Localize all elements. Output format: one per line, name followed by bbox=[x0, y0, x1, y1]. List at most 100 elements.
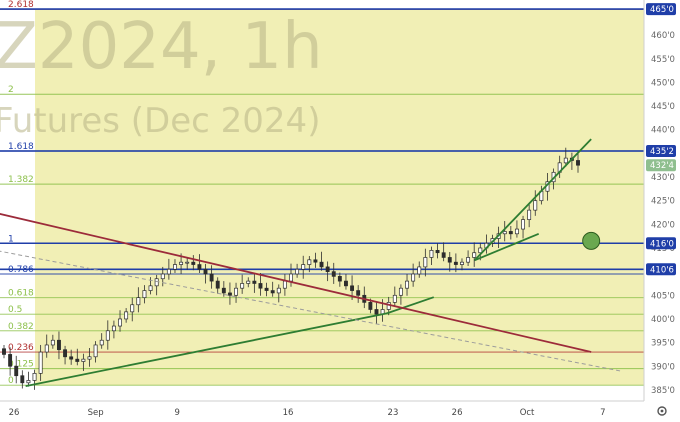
candle-body bbox=[521, 219, 525, 230]
candle-body bbox=[38, 351, 43, 374]
candle-body bbox=[319, 261, 324, 268]
candle-body bbox=[405, 280, 409, 289]
candle-body bbox=[368, 302, 373, 310]
time-tick: 16 bbox=[283, 408, 294, 418]
candle-body bbox=[331, 271, 336, 277]
candle-body bbox=[374, 309, 379, 315]
time-tick: 26 bbox=[9, 408, 20, 418]
candle-body bbox=[508, 231, 513, 235]
price-tick: 405'0 bbox=[651, 291, 675, 301]
candle-body bbox=[87, 356, 92, 360]
candle-body bbox=[398, 287, 403, 296]
candle-body bbox=[435, 250, 440, 254]
candle-body bbox=[392, 294, 397, 303]
candle-body bbox=[118, 318, 122, 327]
circle-marker[interactable] bbox=[582, 231, 601, 250]
price-labels: 465'0 435'2 416'0 410'6 432'4 bbox=[646, 3, 676, 276]
candle-body bbox=[344, 280, 348, 287]
time-tick: Oct bbox=[520, 408, 535, 418]
price-tick: 420'0 bbox=[651, 220, 675, 230]
candle-body bbox=[350, 285, 355, 291]
candle-body bbox=[356, 290, 361, 296]
price-label-box bbox=[646, 237, 676, 250]
fib-label: 0.236 bbox=[8, 343, 34, 353]
candle-body bbox=[75, 358, 80, 362]
candle-body bbox=[14, 365, 19, 377]
candle-body bbox=[325, 266, 330, 272]
price-tick: 425'0 bbox=[651, 197, 675, 207]
trend-line bbox=[473, 138, 592, 261]
candle-body bbox=[69, 356, 74, 360]
fib-label: 0.382 bbox=[8, 322, 34, 332]
price-tick: 400'0 bbox=[651, 315, 675, 325]
price-label-text: 416'0 bbox=[650, 239, 674, 249]
candle-body bbox=[252, 280, 257, 284]
candle-body bbox=[136, 297, 141, 306]
candle-body bbox=[203, 268, 208, 275]
candle-body bbox=[447, 257, 452, 263]
time-axis[interactable] bbox=[0, 401, 644, 422]
fib-label: 0.618 bbox=[8, 289, 34, 299]
candle-body bbox=[191, 261, 196, 265]
candle-body bbox=[154, 278, 159, 287]
candle-body bbox=[44, 344, 49, 353]
candle-body bbox=[111, 325, 116, 332]
watermark-symbol: Z2024, 1h bbox=[0, 10, 323, 84]
settings-gear-icon[interactable] bbox=[657, 406, 667, 416]
price-label-box bbox=[646, 145, 676, 158]
candle-body bbox=[2, 348, 6, 355]
candle-body bbox=[57, 339, 61, 351]
watermark-contract: Futures (Dec 2024) bbox=[0, 101, 320, 141]
candle-body bbox=[295, 268, 300, 275]
candle-body bbox=[307, 259, 312, 265]
price-label-box bbox=[646, 3, 676, 16]
candle-body bbox=[478, 247, 483, 254]
fib-label: 1.382 bbox=[8, 175, 34, 185]
candle-body bbox=[197, 264, 202, 270]
price-tick: 450'0 bbox=[651, 78, 675, 88]
candle-body bbox=[130, 304, 135, 313]
time-tick: 23 bbox=[388, 408, 399, 418]
trend-line bbox=[0, 213, 592, 353]
candle-body bbox=[185, 261, 190, 264]
candle-body bbox=[276, 287, 281, 294]
trend-lines[interactable] bbox=[0, 138, 621, 388]
price-label-box bbox=[646, 263, 676, 276]
candle-body bbox=[270, 290, 275, 294]
candle-body bbox=[215, 280, 220, 289]
candle-body bbox=[282, 280, 287, 289]
time-tick: Sep bbox=[88, 408, 104, 418]
candle-body bbox=[221, 287, 226, 294]
candle-body bbox=[160, 273, 165, 280]
price-label-text: 410'6 bbox=[650, 265, 674, 275]
candle-body bbox=[93, 344, 98, 358]
horizontal-lines bbox=[0, 8, 644, 271]
candle-body bbox=[417, 266, 422, 275]
trend-line bbox=[25, 312, 388, 388]
candle-body bbox=[460, 261, 464, 265]
candle-body bbox=[124, 311, 129, 320]
candle-body bbox=[20, 375, 25, 384]
candle-body bbox=[423, 257, 428, 268]
time-axis-ticks: 26 Sep 9 16 23 26 Oct 7 bbox=[9, 408, 606, 418]
candle-body bbox=[472, 252, 477, 258]
candle-body bbox=[429, 250, 434, 258]
candle-body bbox=[8, 354, 13, 367]
price-tick: 395'0 bbox=[651, 339, 675, 349]
last-price-box bbox=[646, 159, 676, 172]
candle-body bbox=[411, 273, 416, 282]
price-tick: 440'0 bbox=[651, 126, 675, 136]
fib-label: 0 bbox=[8, 376, 14, 386]
price-axis[interactable] bbox=[644, 0, 680, 401]
price-tick: 385'0 bbox=[651, 386, 675, 396]
fib-label: 1 bbox=[8, 234, 14, 244]
candle-body bbox=[466, 257, 471, 263]
price-tick: 430'0 bbox=[651, 173, 675, 183]
candle-body bbox=[533, 200, 538, 211]
fib-label: 0.5 bbox=[8, 305, 22, 315]
candles bbox=[2, 147, 580, 390]
candle-body bbox=[26, 380, 31, 384]
candle-body bbox=[441, 252, 446, 258]
time-tick: 7 bbox=[600, 408, 605, 418]
